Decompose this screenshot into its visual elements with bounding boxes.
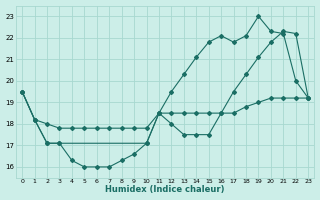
X-axis label: Humidex (Indice chaleur): Humidex (Indice chaleur) — [106, 185, 225, 194]
